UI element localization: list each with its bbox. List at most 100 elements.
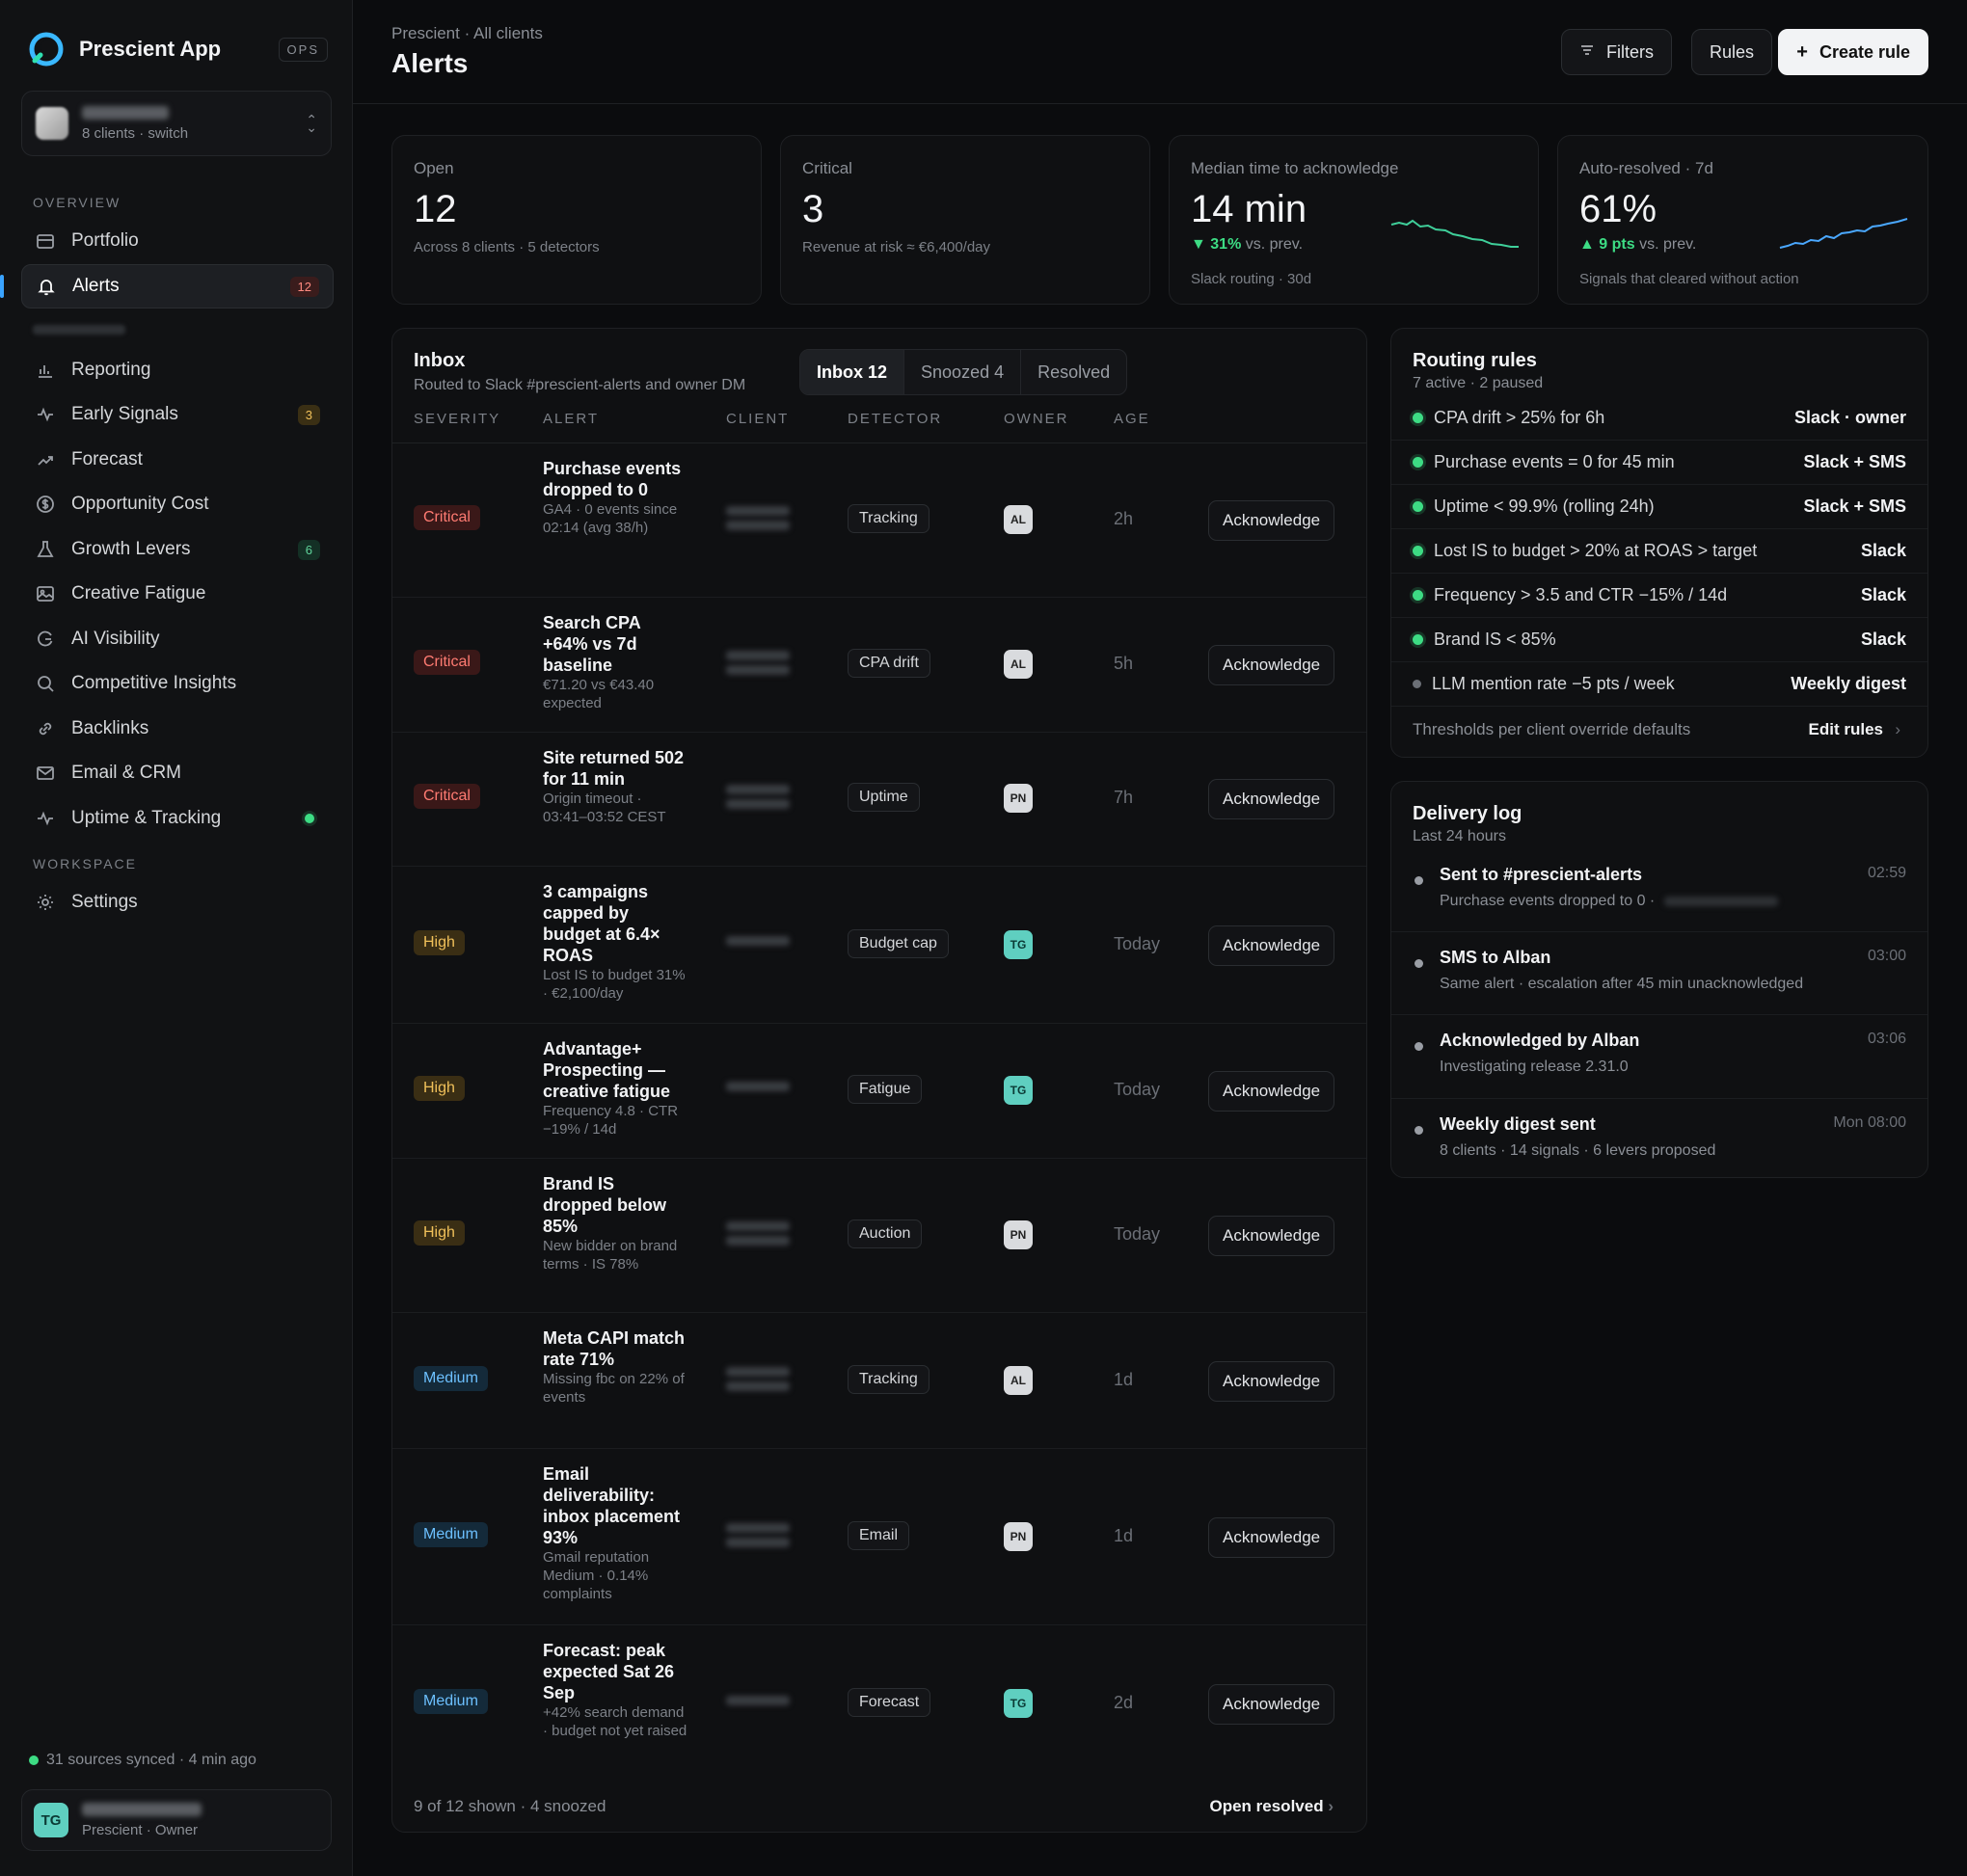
create-rule-button[interactable]: + Create rule	[1778, 29, 1928, 75]
tab-inbox[interactable]: Inbox 12	[800, 350, 905, 394]
stat-value: 12	[414, 188, 457, 230]
avatar: AL	[1004, 650, 1033, 679]
log-entry[interactable]: SMS to Alban Same alert · escalation aft…	[1391, 932, 1927, 1015]
client-redacted	[726, 646, 790, 680]
table-row[interactable]: Critical Purchase events dropped to 0 GA…	[392, 443, 1366, 598]
filters-label: Filters	[1606, 41, 1654, 62]
mail-icon	[35, 763, 56, 784]
alert-title: Email deliverability: inbox placement 93…	[543, 1464, 681, 1547]
log-entry[interactable]: Sent to #prescient-alerts Purchase event…	[1391, 849, 1927, 932]
log-dot	[1415, 959, 1423, 968]
avatar: TG	[1004, 1689, 1033, 1718]
table-row[interactable]: High Advantage+ Prospecting — creative f…	[392, 1024, 1366, 1159]
rule-condition: CPA drift > 25% for 6h	[1434, 408, 1605, 427]
edit-rules-link[interactable]: Edit rules	[1809, 720, 1883, 739]
severity-badge: Medium	[414, 1366, 488, 1391]
age: 2d	[1114, 1693, 1134, 1712]
routing-rules-panel: Routing rules 7 active · 2 paused CPA dr…	[1390, 328, 1928, 758]
col-client[interactable]: CLIENT	[726, 411, 790, 427]
sparkline	[1779, 218, 1908, 249]
routing-rule[interactable]: Lost IS to budget > 20% at ROAS > target…	[1391, 529, 1927, 574]
log-entry[interactable]: Weekly digest sent 8 clients · 14 signal…	[1391, 1099, 1927, 1178]
acknowledge-button[interactable]: Acknowledge	[1208, 500, 1335, 541]
growth-levers-badge: 6	[297, 539, 320, 560]
rule-channel: Slack	[1860, 630, 1906, 649]
alert-title: Purchase events dropped to 0	[543, 459, 682, 499]
delivery-log-panel: Delivery log Last 24 hours Sent to #pres…	[1390, 781, 1928, 1178]
routing-rule[interactable]: Frequency > 3.5 and CTR −15% / 14d Slack	[1391, 574, 1927, 618]
routing-rule[interactable]: LLM mention rate −5 pts / week Weekly di…	[1391, 662, 1927, 707]
col-age[interactable]: AGE	[1114, 411, 1150, 427]
rule-channel: Slack	[1860, 585, 1906, 604]
inbox-panel: Inbox Routed to Slack #prescient-alerts …	[391, 328, 1367, 1833]
sidebar-item-backlinks[interactable]: Backlinks	[21, 707, 334, 751]
table-row[interactable]: High 3 campaigns capped by budget at 6.4…	[392, 867, 1366, 1024]
brand[interactable]: Prescient App OPS	[29, 29, 328, 69]
col-alert[interactable]: ALERT	[543, 411, 600, 427]
rules-button[interactable]: Rules	[1690, 29, 1772, 75]
sidebar-item-ai-visibility[interactable]: AI Visibility	[21, 617, 334, 661]
inbox-footer: 9 of 12 shown · 4 snoozed	[414, 1797, 606, 1815]
client-switcher[interactable]: 8 clients · switch ⌃ ⌄	[21, 91, 332, 156]
sidebar-item-settings[interactable]: Settings	[21, 880, 334, 925]
filters-button[interactable]: Filters	[1561, 29, 1672, 75]
table-row[interactable]: Critical Search CPA +64% vs 7d baseline …	[392, 598, 1366, 733]
table-row[interactable]: Medium Email deliverability: inbox place…	[392, 1449, 1366, 1625]
sidebar-item-label: Backlinks	[71, 718, 149, 738]
table-row[interactable]: Medium Meta CAPI match rate 71% Missing …	[392, 1313, 1366, 1449]
sidebar-item-alerts[interactable]: Alerts 12	[21, 264, 334, 308]
breadcrumb[interactable]: Prescient · All clients	[391, 24, 543, 42]
table-row[interactable]: Critical Site returned 502 for 11 min Or…	[392, 733, 1366, 867]
age: 7h	[1114, 788, 1134, 807]
sidebar-item-growth-levers[interactable]: Growth Levers 6	[21, 527, 334, 572]
stat-card-ack-time: Median time to acknowledge 14 min ▼ 31% …	[1169, 135, 1539, 305]
acknowledge-button[interactable]: Acknowledge	[1208, 1517, 1335, 1558]
alert-title: Brand IS dropped below 85%	[543, 1174, 666, 1236]
client-redacted	[726, 1077, 790, 1096]
acknowledge-button[interactable]: Acknowledge	[1208, 1216, 1335, 1256]
routing-rule[interactable]: CPA drift > 25% for 6h Slack · owner	[1391, 396, 1927, 441]
col-detector[interactable]: DETECTOR	[848, 411, 943, 427]
acknowledge-button[interactable]: Acknowledge	[1208, 645, 1335, 685]
sidebar-item-portfolio[interactable]: Portfolio	[21, 219, 334, 263]
table-row[interactable]: Medium Forecast: peak expected Sat 26 Se…	[392, 1625, 1366, 1780]
sidebar-item-reporting[interactable]: Reporting	[21, 348, 334, 392]
alert-desc: New bidder on brand terms · IS 78%	[543, 1238, 678, 1273]
rule-channel: Weekly digest	[1791, 674, 1906, 693]
sidebar-item-uptime-tracking[interactable]: Uptime & Tracking	[21, 796, 334, 841]
sidebar-item-forecast[interactable]: Forecast	[21, 438, 334, 482]
col-owner[interactable]: OWNER	[1004, 411, 1069, 427]
create-rule-label: Create rule	[1819, 41, 1910, 62]
acknowledge-button[interactable]: Acknowledge	[1208, 1684, 1335, 1725]
nav-section-workspace: WORKSPACE	[33, 856, 137, 871]
sidebar-item-early-signals[interactable]: Early Signals 3	[21, 392, 334, 437]
sidebar-item-opportunity-cost[interactable]: Opportunity Cost	[21, 482, 334, 526]
stat-label: Critical	[802, 159, 852, 177]
user-card[interactable]: TG Prescient · Owner	[21, 1789, 332, 1851]
routing-rule[interactable]: Brand IS < 85% Slack	[1391, 618, 1927, 662]
sidebar-item-creative-fatigue[interactable]: Creative Fatigue	[21, 572, 334, 616]
sidebar-item-email-crm[interactable]: Email & CRM	[21, 751, 334, 795]
sidebar-item-competitive-insights[interactable]: Competitive Insights	[21, 661, 334, 706]
acknowledge-button[interactable]: Acknowledge	[1208, 1361, 1335, 1402]
delivery-subtitle: Last 24 hours	[1413, 828, 1506, 844]
tab-resolved[interactable]: Resolved	[1037, 362, 1111, 382]
age: 1d	[1114, 1370, 1134, 1389]
acknowledge-button[interactable]: Acknowledge	[1208, 779, 1335, 819]
rule-condition: Frequency > 3.5 and CTR −15% / 14d	[1434, 585, 1728, 604]
log-time: 02:59	[1867, 865, 1906, 881]
open-resolved-link[interactable]: Open resolved ›	[1209, 1797, 1334, 1816]
routing-rule[interactable]: Uptime < 99.9% (rolling 24h) Slack + SMS	[1391, 485, 1927, 529]
alert-title: Forecast: peak expected Sat 26 Sep	[543, 1641, 675, 1702]
log-entry[interactable]: Acknowledged by Alban Investigating rele…	[1391, 1015, 1927, 1099]
col-severity[interactable]: SEVERITY	[414, 411, 501, 427]
acknowledge-button[interactable]: Acknowledge	[1208, 1071, 1335, 1112]
alert-desc: Missing fbc on 22% of events	[543, 1371, 685, 1406]
routing-rule[interactable]: Purchase events = 0 for 45 min Slack + S…	[1391, 441, 1927, 485]
acknowledge-button[interactable]: Acknowledge	[1208, 925, 1335, 966]
tab-snoozed[interactable]: Snoozed 4	[904, 350, 1022, 394]
alert-desc: Frequency 4.8 · CTR −19% / 14d	[543, 1103, 679, 1138]
table-row[interactable]: High Brand IS dropped below 85% New bidd…	[392, 1159, 1366, 1313]
rule-channel: Slack + SMS	[1803, 496, 1906, 516]
alert-title: Advantage+ Prospecting — creative fatigu…	[543, 1039, 671, 1101]
